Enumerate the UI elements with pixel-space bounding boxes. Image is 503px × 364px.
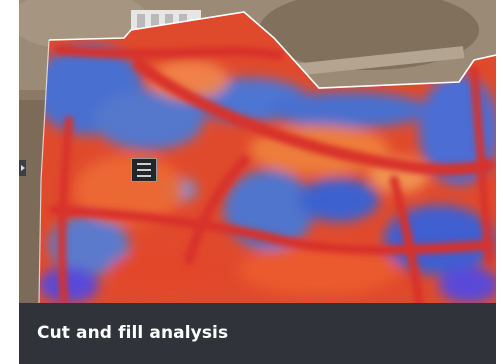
cut-fill-card[interactable]: Cut and fill analysis <box>19 0 496 364</box>
site-boundary <box>48 11 496 89</box>
caption-bar: Cut and fill analysis <box>19 303 496 364</box>
cut-fill-overlay <box>39 12 496 303</box>
elevation-label-marker[interactable] <box>131 158 157 182</box>
cut-fill-heatmap-map[interactable] <box>19 0 496 303</box>
card-caption: Cut and fill analysis <box>37 323 229 343</box>
collapse-handle-icon[interactable] <box>19 160 26 176</box>
